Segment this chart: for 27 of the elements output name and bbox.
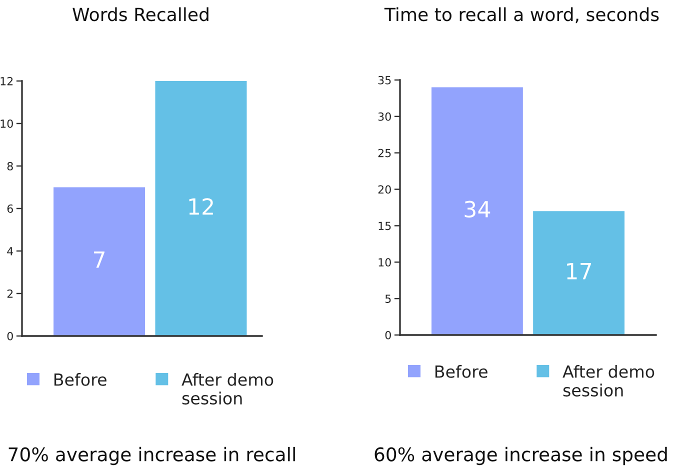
y-tick-label: 25: [378, 148, 391, 158]
data-label: 12: [189, 198, 213, 215]
y-tick-label: 2: [7, 289, 13, 298]
legend-label: After demo session: [182, 373, 274, 405]
data-label: 7: [94, 252, 104, 268]
y-tick-label: 0: [385, 330, 391, 340]
y-tick-label: 30: [378, 112, 391, 121]
y-tick-label: 6: [7, 204, 13, 213]
data-label: 34: [464, 200, 490, 218]
y-tick-label: 0: [7, 332, 13, 340]
y-tick-label: 10: [378, 258, 391, 267]
legend-label: Before: [54, 373, 106, 386]
legend-label: After demo session: [562, 365, 654, 397]
y-tick-label: 8: [7, 162, 13, 170]
text: 70% average increase in recall: [8, 446, 295, 466]
y-tick-label: 5: [385, 294, 391, 303]
y-tick-label: 15: [378, 222, 391, 230]
y-tick-label: 20: [378, 185, 391, 194]
legend-label: Before: [435, 365, 488, 378]
text: 60% average increase in speed: [374, 446, 667, 466]
chart-title: Time to recall a word, seconds: [384, 7, 659, 24]
y-tick-label: 35: [378, 76, 391, 84]
data-label: 17: [567, 263, 592, 280]
y-tick-label: 4: [7, 247, 14, 256]
chart-title: Words Recalled: [72, 7, 208, 22]
y-tick-label: 12: [0, 76, 13, 86]
y-tick-label: 10: [0, 119, 13, 128]
